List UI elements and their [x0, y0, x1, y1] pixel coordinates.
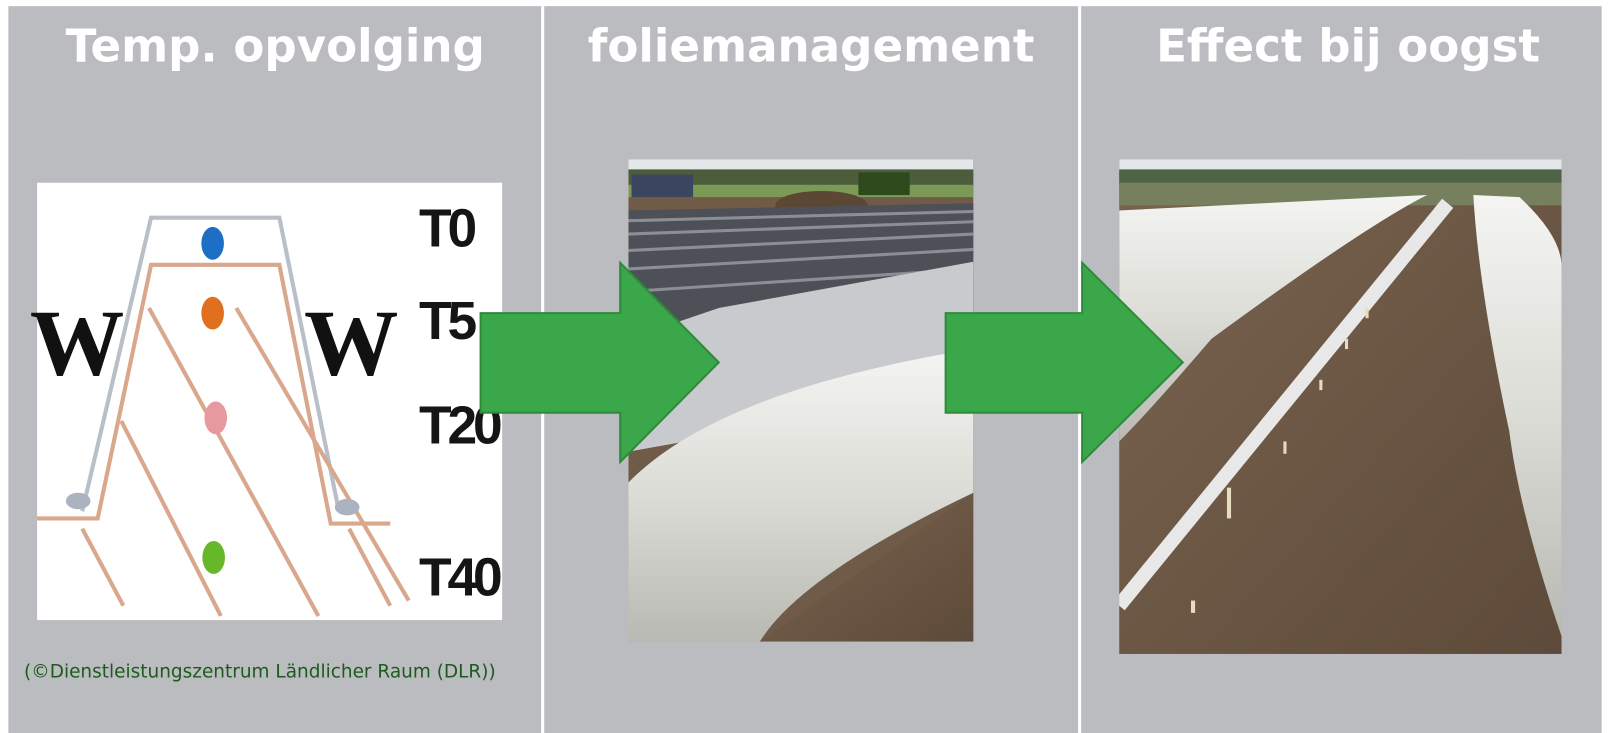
arrow — [479, 260, 721, 465]
panel-title: foliemanagement — [588, 20, 1035, 73]
panel-title: Temp. opvolging — [66, 20, 485, 73]
photo-foil — [628, 159, 974, 642]
panel-title: Effect bij oogst — [1156, 20, 1540, 73]
diagram-label: T40 — [419, 548, 501, 607]
arrow — [944, 260, 1185, 465]
temperature-diagram: W W T0 T5 T20 T40 — [30, 182, 505, 621]
diagram-label: T5 — [419, 292, 476, 351]
diagram-label: W — [30, 292, 124, 396]
caption: (©Dienstleistungszentrum Ländlicher Raum… — [24, 662, 496, 683]
diagram-label: T0 — [419, 199, 475, 258]
diagram-label: W — [304, 292, 398, 396]
photo-harvest — [1119, 159, 1562, 654]
